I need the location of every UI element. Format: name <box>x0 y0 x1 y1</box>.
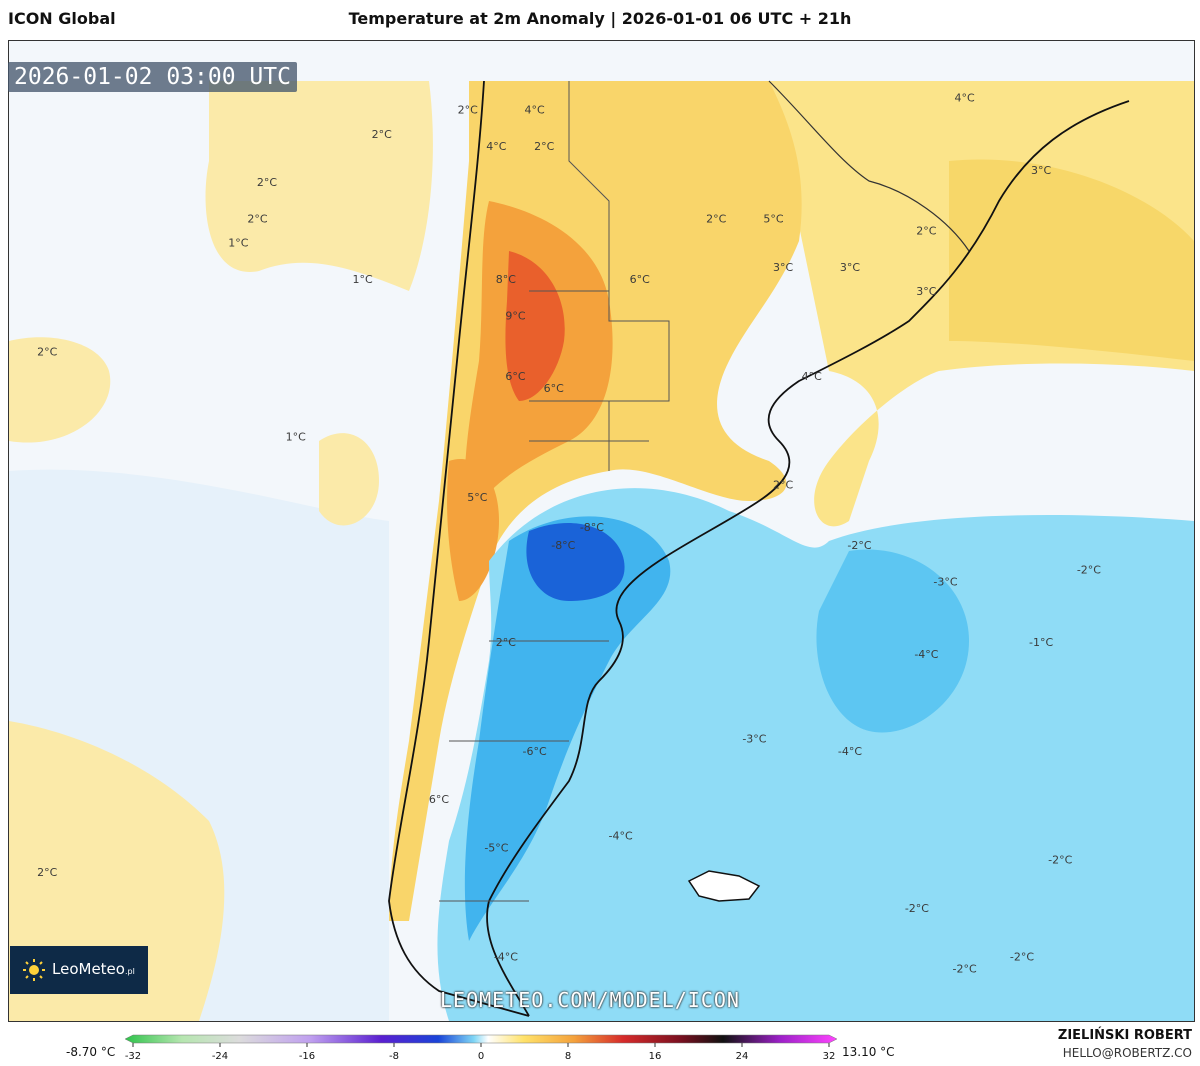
coldest-core <box>526 522 625 601</box>
temperature-label: 3°C <box>773 261 793 274</box>
temperature-label: -2°C <box>905 902 929 915</box>
map-area[interactable]: 2°C 2°C 2°C 1°C 1°C 2°C 1°C 2°C 2°C 4°C 2°C 4°C 8°C 9… <box>8 40 1195 1022</box>
watermark-url: LEOMETEO.COM/MODEL/ICON <box>440 988 740 1012</box>
cold-patch-east <box>816 549 969 733</box>
temperature-label: 5°C <box>763 213 783 226</box>
temperature-label: 8°C <box>496 273 516 286</box>
atlantic-coastline <box>486 100 1130 1017</box>
warm-patch-w <box>9 337 111 443</box>
temperature-label: 2°C <box>496 636 516 649</box>
temperature-label: 4°C <box>955 92 975 105</box>
hot-patagonia <box>447 459 499 601</box>
temperature-label: -4°C <box>838 745 862 758</box>
colorbar-tick-label: -16 <box>299 1051 315 1062</box>
temperature-label: 6°C <box>505 370 525 383</box>
temperature-label: 3°C <box>916 285 936 298</box>
temperature-label: -2°C <box>1048 854 1072 867</box>
temperature-label: -8°C <box>551 539 575 552</box>
temperature-label: 2°C <box>706 213 726 226</box>
temperature-label: 1°C <box>286 430 306 443</box>
colorbar-max: 13.10 °C <box>842 1045 895 1059</box>
temperature-label: -2°C <box>1010 951 1034 964</box>
colorbar: -8.70 °C -32 -24 -16 -8 0 8 16 24 32 <box>0 1026 1200 1066</box>
colorbar-tick-label: 32 <box>823 1051 836 1062</box>
colorbar-tick-label: 0 <box>478 1051 484 1062</box>
author-name: ZIELIŃSKI ROBERT <box>1057 1028 1192 1043</box>
temperature-label: 6°C <box>544 382 564 395</box>
temperature-label: -2°C <box>847 539 871 552</box>
temperature-label: -2°C <box>1077 563 1101 576</box>
temperature-label: 6°C <box>429 793 449 806</box>
temperature-label: 5°C <box>467 491 487 504</box>
temperature-label: -2°C <box>953 963 977 976</box>
temperature-label: -5°C <box>484 842 508 855</box>
temperature-label: 4°C <box>486 140 506 153</box>
warm-patch-mid <box>319 433 379 526</box>
sun-icon <box>23 959 45 981</box>
author-email[interactable]: HELLO@ROBERTZ.CO <box>1062 1046 1192 1060</box>
temperature-label: 6°C <box>630 273 650 286</box>
pacific-coastline <box>388 80 530 1017</box>
colorbar-tick-label: 16 <box>649 1051 662 1062</box>
temperature-label: 2°C <box>247 213 267 226</box>
country-border-north <box>768 80 970 252</box>
temperature-label: -6°C <box>523 745 547 758</box>
temperature-label: -4°C <box>494 951 518 964</box>
colorbar-tick-label: 24 <box>736 1051 749 1062</box>
temperature-label: 2°C <box>37 866 57 879</box>
temperature-label: 2°C <box>257 176 277 189</box>
chart-title: Temperature at 2m Anomaly | 2026-01-01 0… <box>348 9 852 28</box>
temperature-label: 1°C <box>353 273 373 286</box>
temperature-label: 1°C <box>228 237 248 250</box>
colorbar-tick-label: -8 <box>389 1051 399 1062</box>
colorbar-tick-label: -32 <box>125 1051 141 1062</box>
warm-atlantic-core <box>949 159 1194 361</box>
temperature-labels: 2°C 2°C 2°C 1°C 1°C 2°C 1°C 2°C 2°C 4°C 2°C 4°C 8°C 9… <box>37 41 1101 976</box>
temperature-label: -8°C <box>580 521 604 534</box>
temperature-label: -4°C <box>609 830 633 843</box>
temperature-label: 2°C <box>916 225 936 238</box>
temperature-label: 2°C <box>1031 41 1051 44</box>
temperature-label: 2°C <box>534 140 554 153</box>
colorbar-min: -8.70 °C <box>66 1045 116 1059</box>
temperature-label: 9°C <box>505 309 525 322</box>
falkland-islands <box>687 870 761 902</box>
temperature-label: 2°C <box>458 104 478 117</box>
colorbar-scale: -32 -24 -16 -8 0 8 16 24 32 <box>125 1034 837 1062</box>
hottest-core <box>505 251 565 401</box>
temperature-label: 2°C <box>773 479 793 492</box>
model-name: ICON Global <box>8 9 116 28</box>
leometeo-logo[interactable]: LeoMeteo.pl <box>10 946 148 994</box>
anomaly-map[interactable]: 2°C 2°C 2°C 1°C 1°C 2°C 1°C 2°C 2°C 4°C 2°C 4°C 8°C 9… <box>9 41 1194 1021</box>
province-borders <box>439 290 649 902</box>
temperature-label: 3°C <box>1031 164 1051 177</box>
temperature-label: 4°C <box>802 370 822 383</box>
warm-patch-nw <box>205 81 433 291</box>
header: ICON Global Temperature at 2m Anomaly | … <box>0 0 1200 38</box>
colorbar-tick-label: -24 <box>212 1051 228 1062</box>
temperature-label: 2°C <box>37 346 57 359</box>
colorbar-tick-label: 8 <box>565 1051 571 1062</box>
temperature-label: 4°C <box>525 104 545 117</box>
temperature-label: 2°C <box>372 128 392 141</box>
temperature-label: -3°C <box>742 733 766 746</box>
temperature-label: -3°C <box>933 575 957 588</box>
temperature-label: 3°C <box>840 261 860 274</box>
logo-text: LeoMeteo.pl <box>52 960 135 978</box>
valid-time-badge: 2026-01-02 03:00 UTC <box>8 62 297 92</box>
temperature-label: -1°C <box>1029 636 1053 649</box>
temperature-label: -4°C <box>914 648 938 661</box>
